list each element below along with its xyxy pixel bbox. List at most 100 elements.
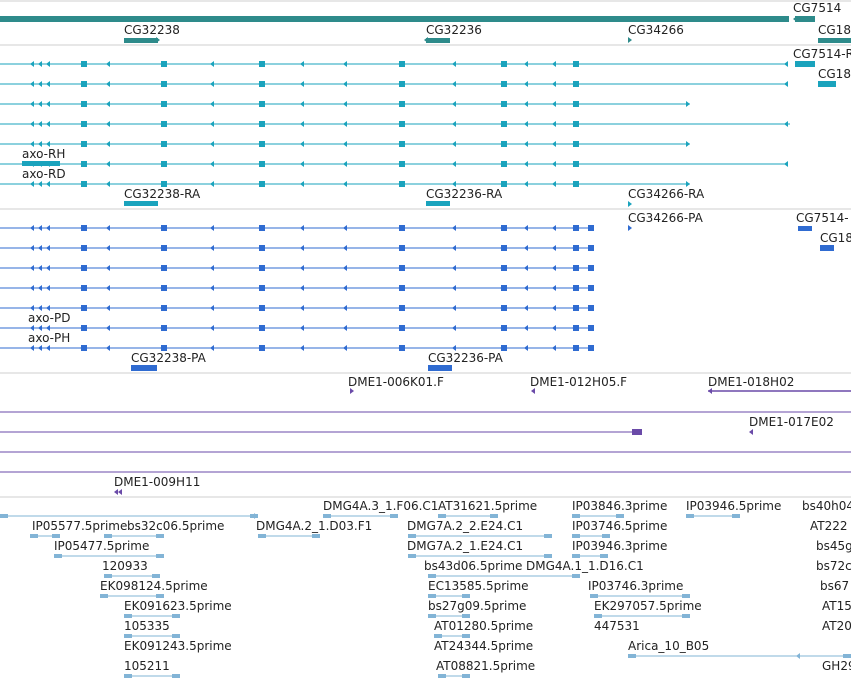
exon-block[interactable] <box>501 161 507 167</box>
est-block[interactable] <box>602 534 610 538</box>
transcript-label[interactable]: axo-RH <box>22 147 65 161</box>
est-block[interactable] <box>52 534 60 538</box>
exon-block[interactable] <box>573 61 579 67</box>
exon-block[interactable] <box>81 325 87 331</box>
gene-label[interactable]: CG34266 <box>628 23 684 37</box>
est-block[interactable] <box>438 514 446 518</box>
est-label[interactable]: DMG4A.2_1.D03.F1 <box>256 519 372 533</box>
est-label[interactable]: AT01280.5prime <box>434 619 533 633</box>
est-block[interactable] <box>572 534 580 538</box>
gene-span-bar[interactable] <box>818 38 851 43</box>
est-block[interactable] <box>156 554 164 558</box>
est-block[interactable] <box>172 614 180 618</box>
exon-block[interactable] <box>81 161 87 167</box>
est-block[interactable] <box>616 514 624 518</box>
exon-block[interactable] <box>820 245 834 251</box>
exon-block[interactable] <box>259 121 265 127</box>
est-label[interactable]: EC13585.5prime <box>428 579 529 593</box>
exon-block[interactable] <box>573 225 579 231</box>
est-block[interactable] <box>686 514 694 518</box>
est-block[interactable] <box>544 534 552 538</box>
est-block[interactable] <box>124 634 132 638</box>
est-label[interactable]: IP03946.5prime <box>686 499 781 513</box>
est-label[interactable]: 105335 <box>124 619 170 633</box>
exon-block[interactable] <box>399 161 405 167</box>
est-label[interactable]: IP03946.3prime <box>572 539 667 553</box>
est-block[interactable] <box>156 534 164 538</box>
exon-block[interactable] <box>161 81 167 87</box>
est-label[interactable]: 120933 <box>102 559 148 573</box>
exon-block[interactable] <box>259 225 265 231</box>
exon-block[interactable] <box>573 265 579 271</box>
gene-label[interactable]: CG32238 <box>124 23 180 37</box>
exon-block[interactable] <box>501 345 507 351</box>
est-block[interactable] <box>572 514 580 518</box>
est-label[interactable]: AT15 <box>822 599 851 613</box>
exon-block[interactable] <box>161 61 167 67</box>
exon-block[interactable] <box>501 225 507 231</box>
est-label[interactable]: DMG7A.2_2.E24.C1 <box>407 519 523 533</box>
exon-block[interactable] <box>501 305 507 311</box>
transcript-label[interactable]: CG34266-PA <box>628 211 704 225</box>
transcript-label[interactable]: CG32236-RA <box>426 187 503 201</box>
exon-block[interactable] <box>501 121 507 127</box>
est-block[interactable] <box>590 594 598 598</box>
est-block[interactable] <box>124 674 132 678</box>
gene-span-bar[interactable] <box>0 16 789 22</box>
est-block[interactable] <box>172 634 180 638</box>
exon-block[interactable] <box>399 141 405 147</box>
exon-block[interactable] <box>259 141 265 147</box>
exon-block[interactable] <box>588 305 594 311</box>
exon-block[interactable] <box>573 345 579 351</box>
exon-block[interactable] <box>259 265 265 271</box>
exon-block[interactable] <box>573 181 579 187</box>
exon-block[interactable] <box>259 161 265 167</box>
gene-span-bar[interactable] <box>426 38 450 43</box>
exon-block[interactable] <box>573 305 579 311</box>
est-label[interactable]: bs43d06.5prime <box>424 559 522 573</box>
exon-block[interactable] <box>259 101 265 107</box>
est-block[interactable] <box>323 514 331 518</box>
exon-block[interactable] <box>795 61 815 67</box>
transcript-label[interactable]: CG18 <box>818 67 851 81</box>
exon-block[interactable] <box>161 101 167 107</box>
exon-block[interactable] <box>501 181 507 187</box>
exon-block[interactable] <box>259 81 265 87</box>
clone-label[interactable]: DME1-006K01.F <box>348 375 444 389</box>
est-block[interactable] <box>312 534 320 538</box>
exon-block[interactable] <box>573 121 579 127</box>
exon-block[interactable] <box>81 345 87 351</box>
exon-block[interactable] <box>573 245 579 251</box>
exon-block[interactable] <box>399 181 405 187</box>
est-block[interactable] <box>172 674 180 678</box>
est-label[interactable]: AT20 <box>822 619 851 633</box>
est-block[interactable] <box>428 614 436 618</box>
exon-block[interactable] <box>81 101 87 107</box>
exon-block[interactable] <box>399 305 405 311</box>
est-block[interactable] <box>258 534 266 538</box>
exon-block[interactable] <box>501 61 507 67</box>
exon-block[interactable] <box>501 141 507 147</box>
est-block[interactable] <box>428 574 436 578</box>
exon-block[interactable] <box>426 201 450 206</box>
est-label[interactable]: GH29 <box>822 659 851 673</box>
transcript-label[interactable]: axo-PH <box>28 331 70 345</box>
exon-block[interactable] <box>259 345 265 351</box>
exon-block[interactable] <box>399 101 405 107</box>
gene-label[interactable]: CG32236 <box>426 23 482 37</box>
exon-block[interactable] <box>501 265 507 271</box>
exon-block[interactable] <box>501 101 507 107</box>
exon-block[interactable] <box>399 345 405 351</box>
exon-block[interactable] <box>161 161 167 167</box>
transcript-label[interactable]: axo-RD <box>22 167 66 181</box>
exon-block[interactable] <box>399 285 405 291</box>
exon-block[interactable] <box>501 325 507 331</box>
transcript-label[interactable]: axo-PD <box>28 311 70 325</box>
est-label[interactable]: DMG4A.1_1.D16.C1 <box>526 559 644 573</box>
transcript-label[interactable]: CG7514- <box>796 211 849 225</box>
est-block[interactable] <box>54 554 62 558</box>
transcript-label[interactable]: CG34266-RA <box>628 187 705 201</box>
est-block[interactable] <box>732 514 740 518</box>
transcript-label[interactable]: CG18 <box>820 231 851 245</box>
est-block[interactable] <box>408 554 416 558</box>
